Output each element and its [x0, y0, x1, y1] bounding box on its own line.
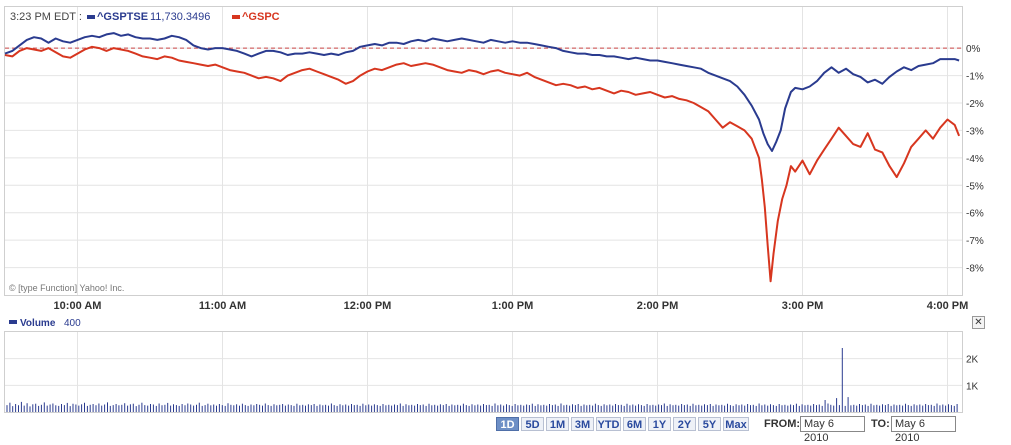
y-tick-label: -5%	[966, 181, 984, 192]
series-layer	[4, 32, 961, 283]
stock-comparison-chart: 0% -1% -2% -3% -4% -5% -6% -7% -8% 10:00 AM 11:00…	[0, 6, 1011, 444]
range-button-1y[interactable]: 1Y	[648, 417, 671, 431]
footer-controls: 1D 5D 1M 3M YTD 6M 1Y 2Y 5Y Max FROM: May 6 2010 …	[0, 414, 1011, 444]
volume-plot-frame	[4, 331, 963, 413]
series1-label: ^GSPTSE	[97, 11, 148, 23]
volume-label: Volume	[20, 318, 56, 329]
from-date-input[interactable]: May 6 2010	[800, 416, 865, 444]
price-plot-frame	[4, 6, 963, 296]
volume-tick-label: 1K	[966, 381, 979, 392]
series2-swatch	[232, 15, 240, 19]
series2-label: ^GSPC	[242, 11, 280, 23]
series-line-gsptse	[4, 32, 960, 152]
x-tick-label: 10:00 AM	[54, 300, 102, 312]
x-tick-label: 11:00 AM	[199, 300, 246, 312]
volume-value: 400	[64, 318, 81, 329]
y-tick-label: -4%	[966, 154, 984, 165]
y-axis-ticks: 0% -1% -2% -3% -4% -5% -6% -7% -8%	[966, 44, 984, 274]
range-button-1m[interactable]: 1M	[546, 417, 569, 431]
y-tick-label: -3%	[966, 126, 984, 137]
series1-value: 11,730.3496	[150, 11, 210, 23]
series-line-gspc	[4, 45, 961, 283]
range-button-5d[interactable]: 5D	[521, 417, 544, 431]
range-button-max[interactable]: Max	[723, 417, 749, 431]
from-label: FROM:	[764, 418, 801, 430]
volume-bars	[6, 348, 958, 412]
range-button-5y[interactable]: 5Y	[698, 417, 721, 431]
price-chart: 0% -1% -2% -3% -4% -5% -6% -7% -8% 10:00 AM 11:00…	[4, 6, 984, 413]
range-button-2y[interactable]: 2Y	[673, 417, 696, 431]
copyright-text: © [type Function] Yahoo! Inc.	[9, 283, 124, 293]
x-axis-ticks: 10:00 AM 11:00 AM 12:00 PM 1:00 PM 2:00 PM 3:…	[54, 300, 969, 312]
x-tick-label: 3:00 PM	[782, 300, 824, 312]
volume-swatch	[9, 320, 17, 324]
header-time: 3:23 PM EDT :	[10, 11, 82, 23]
series1-swatch	[87, 15, 95, 19]
x-tick-label: 4:00 PM	[927, 300, 969, 312]
close-volume-button[interactable]: ✕	[972, 316, 985, 329]
y-tick-label: -1%	[966, 72, 984, 83]
to-date-input[interactable]: May 6 2010	[891, 416, 956, 444]
x-tick-label: 2:00 PM	[637, 300, 679, 312]
range-button-3m[interactable]: 3M	[571, 417, 594, 431]
range-button-6m[interactable]: 6M	[623, 417, 646, 431]
x-tick-label: 1:00 PM	[492, 300, 534, 312]
range-button-ytd[interactable]: YTD	[596, 417, 621, 431]
y-tick-label: -7%	[966, 236, 984, 247]
y-tick-label: -8%	[966, 264, 984, 275]
volume-grid	[5, 332, 962, 412]
to-label: TO:	[871, 418, 890, 430]
y-tick-label: -2%	[966, 99, 984, 110]
range-button-1d[interactable]: 1D	[496, 417, 519, 431]
volume-axis-ticks: 1K 2K	[966, 355, 979, 393]
x-tick-label: 12:00 PM	[344, 300, 392, 312]
volume-tick-label: 2K	[966, 355, 979, 366]
price-grid	[5, 7, 962, 295]
y-tick-label: -6%	[966, 209, 984, 220]
y-tick-label: 0%	[966, 44, 981, 55]
